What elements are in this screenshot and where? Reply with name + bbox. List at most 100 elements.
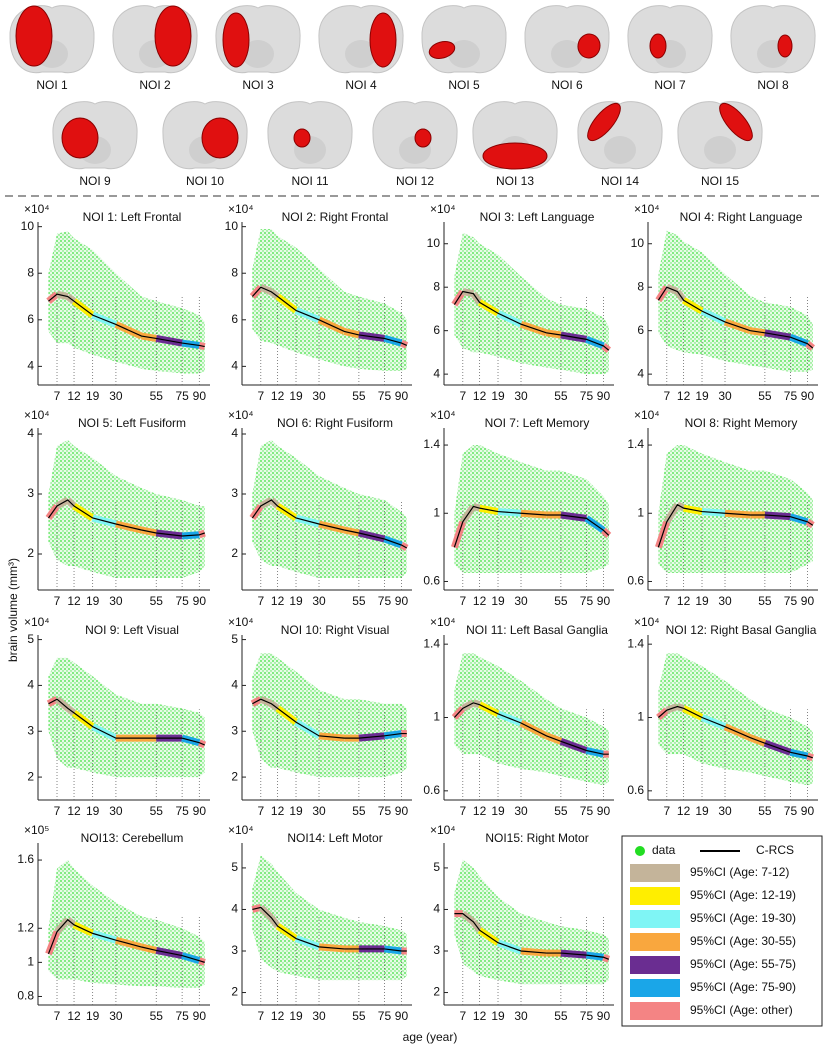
y-axis-label: brain volume (mm³) [6, 558, 20, 662]
x-tick-label: 75 [378, 1009, 392, 1023]
x-tick-label: 90 [395, 594, 409, 608]
region-label: NOI 9 [79, 174, 111, 188]
x-tick-label: 19 [289, 1009, 303, 1023]
legend-label: C-RCS [756, 843, 794, 857]
x-tick-label: 12 [677, 594, 691, 608]
x-tick-label: 7 [663, 804, 670, 818]
region-label: NOI 4 [345, 78, 377, 92]
y-tick-label: 10 [631, 236, 645, 250]
brain-outline [627, 5, 713, 74]
region [15, 5, 53, 67]
y-tick-label: 1.4 [627, 437, 644, 451]
fit-line [453, 505, 610, 548]
region-label: NOI 10 [186, 174, 224, 188]
y-tick-label: 6 [637, 323, 644, 337]
y-tick-label: 4 [27, 678, 34, 692]
region-label: NOI 5 [448, 78, 480, 92]
x-tick-label: 55 [554, 1009, 568, 1023]
x-tick-label: 75 [175, 594, 189, 608]
legend-swatch [630, 887, 680, 905]
x-tick-label: 75 [175, 804, 189, 818]
x-tick-label: 90 [597, 594, 611, 608]
x-tick-label: 12 [67, 389, 81, 403]
fit-line [454, 913, 610, 960]
x-tick-label: 90 [597, 804, 611, 818]
brain-inner [448, 40, 480, 68]
x-tick-label: 75 [378, 804, 392, 818]
fit-line [47, 918, 205, 963]
y-tick-label: 1.4 [423, 437, 440, 451]
x-tick-label: 30 [514, 389, 528, 403]
x-tick-label: 75 [378, 389, 392, 403]
y-multiplier: ×10⁴ [24, 202, 50, 216]
chart-title: NOI 7: Left Memory [485, 416, 590, 430]
legend-label: data [652, 843, 676, 857]
y-tick-label: 1 [433, 710, 440, 724]
y-multiplier: ×10⁴ [228, 408, 254, 422]
chart-title: NOI 1: Left Frontal [83, 210, 182, 224]
x-tick-label: 90 [395, 804, 409, 818]
legend-label: 95%CI (Age: 55-75) [690, 957, 796, 971]
region [293, 128, 311, 148]
y-tick-label: 1.6 [17, 852, 34, 866]
y-tick-label: 5 [433, 860, 440, 874]
y-multiplier: ×10⁴ [24, 615, 50, 629]
y-tick-label: 8 [433, 279, 440, 293]
y-tick-label: 1.4 [627, 636, 644, 650]
x-tick-label: 55 [352, 804, 366, 818]
y-tick-label: 4 [637, 366, 644, 380]
y-multiplier: ×10⁴ [430, 823, 456, 837]
region [201, 117, 239, 159]
x-tick-label: 19 [491, 804, 505, 818]
x-tick-label: 30 [312, 1009, 326, 1023]
region [719, 102, 753, 142]
x-tick-label: 55 [150, 804, 164, 818]
y-tick-label: 0.6 [423, 783, 440, 797]
x-tick-label: 7 [54, 594, 61, 608]
legend-label: 95%CI (Age: other) [690, 1003, 793, 1017]
chart-title: NOI 11: Left Basal Ganglia [466, 623, 608, 637]
x-tick-label: 55 [554, 594, 568, 608]
y-tick-label: 2 [27, 546, 34, 560]
data-cloud [658, 445, 813, 573]
data-cloud [658, 653, 813, 786]
x-tick-label: 30 [109, 804, 123, 818]
y-tick-label: 4 [231, 359, 238, 373]
x-tick-label: 12 [473, 1009, 487, 1023]
brain-inner [604, 136, 636, 164]
x-axis-label: age (year) [403, 1030, 458, 1044]
region-label: NOI 3 [242, 78, 274, 92]
x-tick-label: 7 [257, 389, 264, 403]
region [61, 117, 99, 159]
region [777, 34, 793, 58]
x-tick-label: 19 [289, 804, 303, 818]
y-multiplier: ×10⁴ [430, 615, 456, 629]
region-label: NOI 11 [291, 174, 328, 188]
x-tick-label: 55 [150, 594, 164, 608]
x-tick-label: 30 [514, 804, 528, 818]
chart-title: NOI 4: Right Language [680, 210, 803, 224]
y-multiplier: ×10⁴ [24, 408, 50, 422]
y-tick-label: 1.4 [423, 636, 440, 650]
x-tick-label: 7 [54, 804, 61, 818]
region-label: NOI 2 [139, 78, 171, 92]
fit-line [657, 503, 814, 548]
y-tick-label: 3 [231, 943, 238, 957]
y-tick-label: 5 [231, 632, 238, 646]
data-cloud [48, 440, 205, 578]
x-tick-label: 12 [67, 804, 81, 818]
x-tick-label: 12 [473, 594, 487, 608]
fit-line [453, 702, 609, 755]
legend-swatch [630, 910, 680, 928]
fit-line [453, 290, 610, 351]
y-tick-label: 0.6 [627, 574, 644, 588]
x-tick-label: 55 [352, 389, 366, 403]
brain-inner [704, 136, 736, 164]
y-tick-label: 0.8 [17, 989, 34, 1003]
legend-label: 95%CI (Age: 75-90) [690, 980, 796, 994]
y-tick-label: 3 [231, 486, 238, 500]
x-tick-label: 7 [54, 1009, 61, 1023]
x-tick-label: 7 [663, 389, 670, 403]
y-tick-label: 3 [27, 723, 34, 737]
